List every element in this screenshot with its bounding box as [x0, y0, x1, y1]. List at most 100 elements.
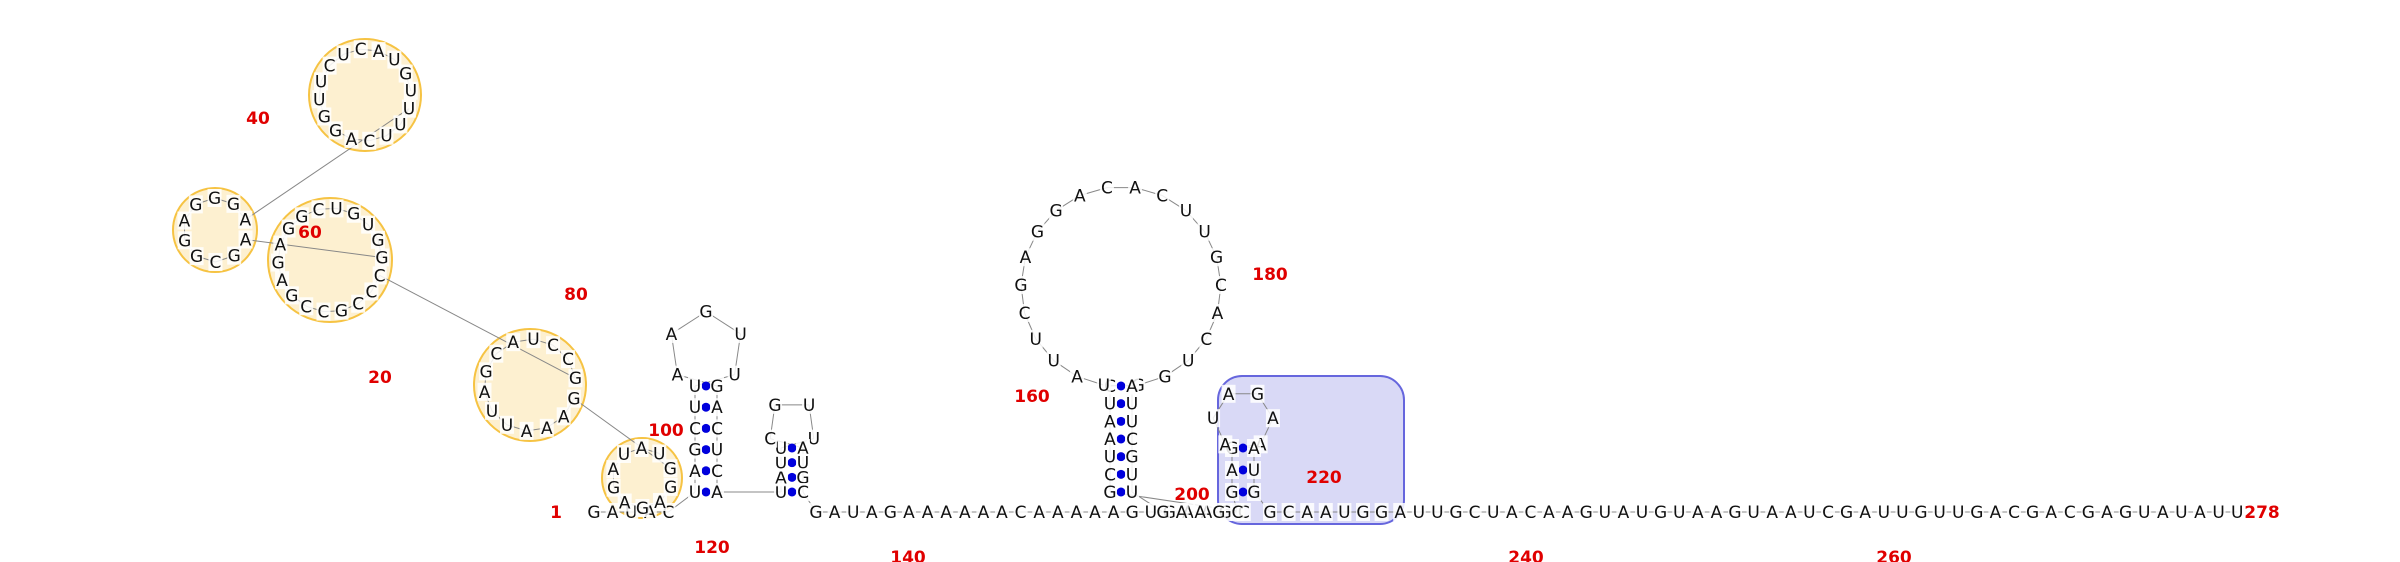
nucleotide-bg	[2155, 503, 2170, 521]
nucleotide: C	[1822, 503, 1834, 523]
nucleotide-bg	[1103, 412, 1117, 431]
nucleotide-bg	[2044, 503, 2059, 521]
domain-nucleotide: C	[318, 303, 330, 323]
nucleotide-bg	[2025, 503, 2040, 521]
nucleotide: A	[1562, 503, 1574, 523]
nucleotide-bg	[846, 503, 861, 521]
blue-highlight	[1217, 375, 1405, 525]
nucleotide-bg	[806, 429, 821, 448]
pair-dot	[1116, 487, 1126, 497]
nucleotide: C	[1215, 276, 1227, 296]
domain-nucleotide-bg	[489, 344, 504, 363]
nucleotide-bg	[1017, 304, 1032, 323]
domain-backbone-link	[245, 238, 383, 258]
nucleotide-bg	[1430, 503, 1445, 521]
pair-dot	[701, 466, 711, 476]
pair-dot	[1116, 469, 1126, 479]
nucleotide-bg	[1125, 412, 1139, 431]
nucleotide: A	[1301, 503, 1313, 523]
domain-nucleotide-bg	[189, 247, 204, 266]
nucleotide: G	[1156, 503, 1169, 523]
nucleotide-bg	[2081, 503, 2096, 521]
domain-nucleotide: A	[541, 419, 553, 439]
domain-nucleotide-bg	[364, 282, 379, 301]
domain-nucleotide-bg	[387, 50, 402, 69]
nucleotide: G	[1375, 503, 1388, 523]
domain-nucleotide-bg	[299, 297, 314, 316]
nucleotide-bg	[1013, 503, 1028, 521]
pair-dot	[701, 487, 711, 497]
nucleotide-bg	[1486, 503, 1501, 521]
nucleotide: U	[1803, 503, 1815, 523]
nucleotide-bg	[1281, 503, 1296, 521]
nucleotide-bg	[1411, 503, 1426, 521]
nucleotide: A	[1223, 385, 1235, 405]
nucleotide: U	[1599, 503, 1611, 523]
nucleotide-bg	[2100, 503, 2114, 521]
nucleotide-bg	[1099, 178, 1114, 197]
nucleotide-bg	[733, 324, 748, 343]
nucleotide-bg	[1374, 503, 1389, 521]
domain-nucleotide-bg	[207, 189, 222, 208]
nucleotide-bg	[1579, 503, 1594, 521]
domain-nucleotide: U	[501, 416, 513, 436]
nucleotide: G	[1212, 503, 1225, 523]
nucleotide-bg	[664, 324, 679, 343]
domain-nucleotide: C	[374, 266, 386, 286]
nucleotide-bg	[688, 461, 702, 480]
nucleotide: G	[809, 503, 822, 523]
nucleotide: U	[1145, 503, 1157, 523]
nucleotide-bg	[1125, 483, 1139, 501]
nucleotide-bg	[1247, 439, 1261, 457]
nucleotide: A	[1618, 503, 1630, 523]
nucleotide-bg	[1072, 186, 1087, 205]
nucleotide: U	[1248, 461, 1260, 481]
nucleotide-bg	[957, 503, 972, 521]
nucleotide-bg	[688, 483, 702, 501]
pair-dot	[787, 443, 797, 453]
domain-nucleotide-bg	[479, 362, 494, 381]
nucleotide-bg	[2007, 503, 2021, 521]
pair-dot	[701, 423, 711, 433]
nucleotide: U	[1933, 503, 1945, 523]
pair-dot	[787, 487, 797, 497]
nucleotide: C	[1019, 304, 1031, 324]
domain-nucleotide-bg	[374, 248, 389, 267]
nucleotide: A	[1212, 304, 1224, 324]
nucleotide: U	[803, 396, 815, 416]
nucleotide-bg	[670, 365, 685, 384]
nucleotide-bg	[1225, 461, 1239, 479]
nucleotide-bg	[1103, 394, 1117, 413]
domain-nucleotide-bg	[362, 131, 377, 150]
nucleotide-bg	[1069, 503, 1084, 521]
nucleotide: G	[1251, 385, 1264, 405]
backbone	[183, 48, 2238, 513]
nucleotide: A	[1990, 503, 2002, 523]
nucleotide: U	[689, 377, 701, 397]
nucleotide: A	[1033, 503, 1045, 523]
domain-nucleotide-bg	[226, 194, 241, 213]
nucleotide-bg	[1088, 503, 1102, 521]
nucleotide-bg	[1209, 248, 1224, 267]
domain-nucleotide: G	[607, 479, 620, 499]
nucleotide-bg	[2193, 503, 2207, 521]
pair-dot	[787, 472, 797, 482]
nucleotide: C	[764, 430, 776, 450]
nucleotide-bg	[710, 483, 724, 501]
domain-nucleotide: G	[271, 254, 284, 274]
nucleotide-bg	[1635, 503, 1649, 521]
nucleotide-bg	[796, 483, 810, 501]
nucleotide: C	[1104, 465, 1116, 485]
nucleotide-bg	[763, 429, 778, 448]
domain-nucleotide-bg	[546, 336, 561, 355]
domain-nucleotide-bg	[663, 459, 678, 478]
position-number-240: 240	[1508, 548, 1544, 562]
domain-nucleotide-bg	[314, 72, 329, 91]
domain-nucleotide: U	[362, 216, 374, 236]
nucleotide-bg	[774, 453, 788, 472]
position-number-40: 40	[246, 109, 270, 129]
domain-nucleotide-bg	[351, 294, 366, 313]
domain-nucleotide-bg	[477, 382, 492, 401]
